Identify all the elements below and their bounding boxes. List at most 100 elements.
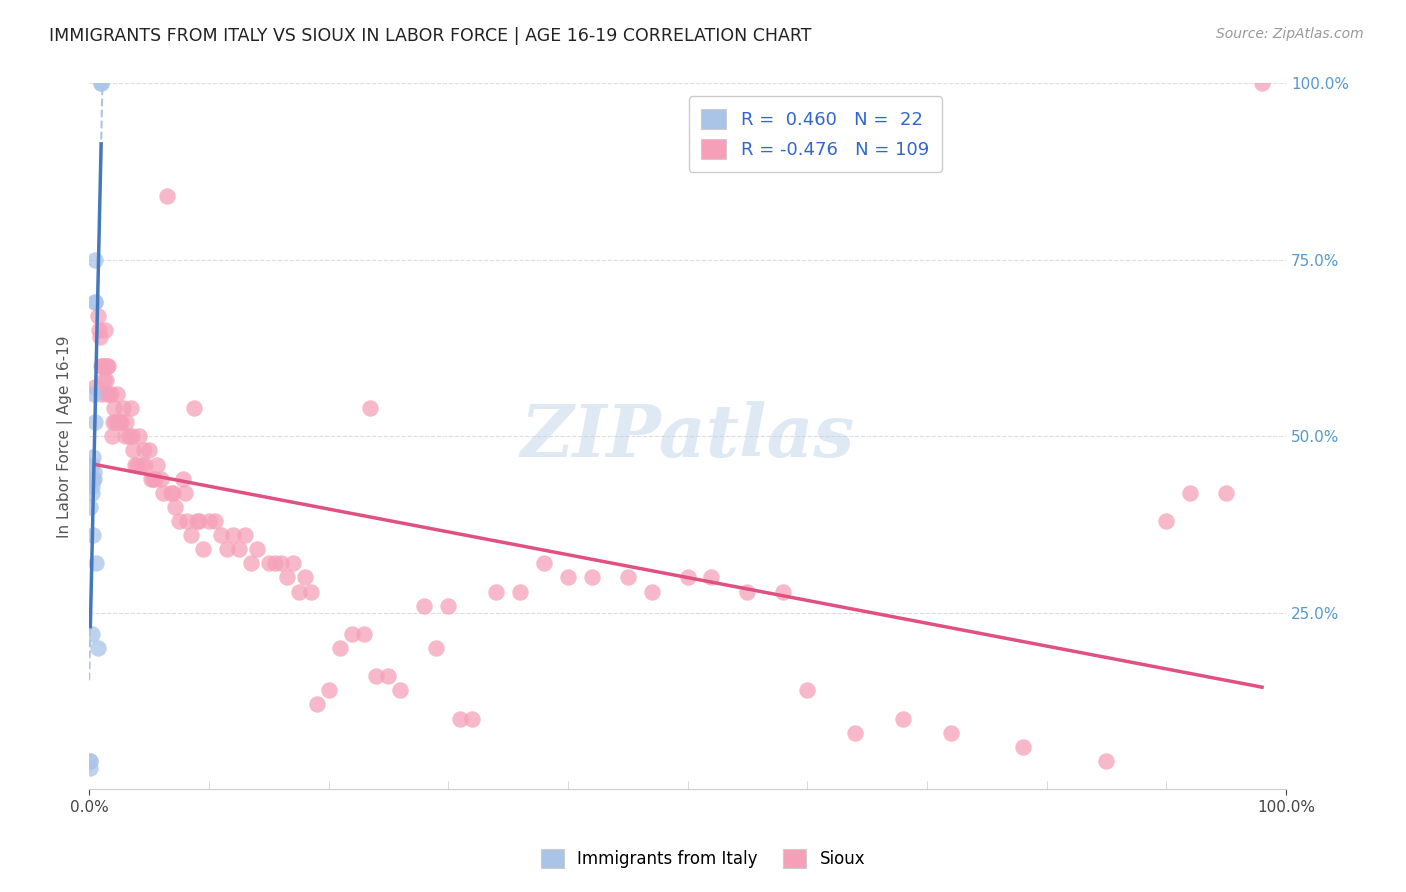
Point bbox=[844, 725, 866, 739]
Point bbox=[305, 698, 328, 712]
Point bbox=[146, 458, 169, 472]
Point bbox=[796, 683, 818, 698]
Point bbox=[121, 429, 143, 443]
Point bbox=[93, 373, 115, 387]
Point bbox=[557, 570, 579, 584]
Point bbox=[101, 429, 124, 443]
Point bbox=[93, 323, 115, 337]
Point bbox=[209, 528, 232, 542]
Point bbox=[359, 401, 381, 415]
Point bbox=[257, 557, 280, 571]
Point bbox=[96, 387, 118, 401]
Point bbox=[156, 189, 179, 203]
Point bbox=[167, 514, 190, 528]
Point bbox=[329, 640, 352, 655]
Point bbox=[581, 570, 603, 584]
Point bbox=[128, 429, 150, 443]
Point bbox=[86, 310, 108, 324]
Point bbox=[141, 472, 163, 486]
Point bbox=[389, 683, 412, 698]
Point bbox=[83, 465, 105, 479]
Point bbox=[79, 754, 101, 768]
Point bbox=[1180, 485, 1202, 500]
Point bbox=[103, 401, 125, 415]
Point bbox=[83, 387, 105, 401]
Point bbox=[117, 429, 139, 443]
Point bbox=[96, 359, 118, 373]
Point bbox=[82, 450, 104, 465]
Point bbox=[165, 500, 187, 514]
Point bbox=[437, 599, 460, 613]
Point bbox=[246, 542, 269, 557]
Point bbox=[276, 570, 298, 584]
Point bbox=[172, 472, 194, 486]
Point bbox=[1156, 514, 1178, 528]
Point bbox=[101, 415, 124, 429]
Point bbox=[120, 401, 142, 415]
Legend: Immigrants from Italy, Sioux: Immigrants from Italy, Sioux bbox=[534, 842, 872, 875]
Point bbox=[89, 330, 111, 344]
Text: ZIPatlas: ZIPatlas bbox=[520, 401, 855, 472]
Point bbox=[425, 640, 447, 655]
Point bbox=[84, 415, 107, 429]
Point bbox=[640, 584, 662, 599]
Point bbox=[97, 359, 120, 373]
Point bbox=[82, 472, 104, 486]
Point bbox=[82, 528, 104, 542]
Point bbox=[1095, 754, 1118, 768]
Point bbox=[134, 458, 156, 472]
Point bbox=[90, 77, 112, 91]
Point bbox=[80, 458, 103, 472]
Point bbox=[377, 669, 399, 683]
Point bbox=[114, 429, 136, 443]
Point bbox=[186, 514, 208, 528]
Point bbox=[176, 514, 198, 528]
Point bbox=[485, 584, 508, 599]
Point bbox=[188, 514, 211, 528]
Point bbox=[90, 387, 112, 401]
Point bbox=[84, 380, 107, 394]
Point bbox=[263, 557, 285, 571]
Point bbox=[90, 359, 112, 373]
Point bbox=[449, 712, 471, 726]
Point bbox=[891, 712, 914, 726]
Point bbox=[299, 584, 322, 599]
Point bbox=[939, 725, 962, 739]
Point bbox=[122, 443, 145, 458]
Point bbox=[162, 485, 184, 500]
Point bbox=[98, 387, 121, 401]
Point bbox=[83, 472, 105, 486]
Point bbox=[131, 458, 153, 472]
Point bbox=[616, 570, 638, 584]
Point bbox=[204, 514, 226, 528]
Point bbox=[700, 570, 723, 584]
Point bbox=[94, 373, 117, 387]
Point bbox=[198, 514, 221, 528]
Point bbox=[1251, 77, 1274, 91]
Point bbox=[111, 401, 134, 415]
Point bbox=[233, 528, 256, 542]
Point bbox=[509, 584, 531, 599]
Point bbox=[115, 415, 138, 429]
Point bbox=[79, 754, 101, 768]
Point bbox=[79, 761, 101, 775]
Point bbox=[138, 443, 160, 458]
Text: Source: ZipAtlas.com: Source: ZipAtlas.com bbox=[1216, 27, 1364, 41]
Point bbox=[84, 295, 107, 310]
Point bbox=[413, 599, 436, 613]
Point bbox=[100, 387, 122, 401]
Point bbox=[228, 542, 250, 557]
Point bbox=[737, 584, 759, 599]
Point bbox=[1215, 485, 1237, 500]
Point bbox=[1011, 739, 1033, 754]
Point bbox=[281, 557, 304, 571]
Point bbox=[461, 712, 484, 726]
Point bbox=[80, 478, 103, 492]
Text: IMMIGRANTS FROM ITALY VS SIOUX IN LABOR FORCE | AGE 16-19 CORRELATION CHART: IMMIGRANTS FROM ITALY VS SIOUX IN LABOR … bbox=[49, 27, 811, 45]
Point bbox=[270, 557, 292, 571]
Point bbox=[676, 570, 699, 584]
Point bbox=[366, 669, 388, 683]
Point bbox=[143, 472, 166, 486]
Point bbox=[110, 415, 132, 429]
Point bbox=[318, 683, 340, 698]
